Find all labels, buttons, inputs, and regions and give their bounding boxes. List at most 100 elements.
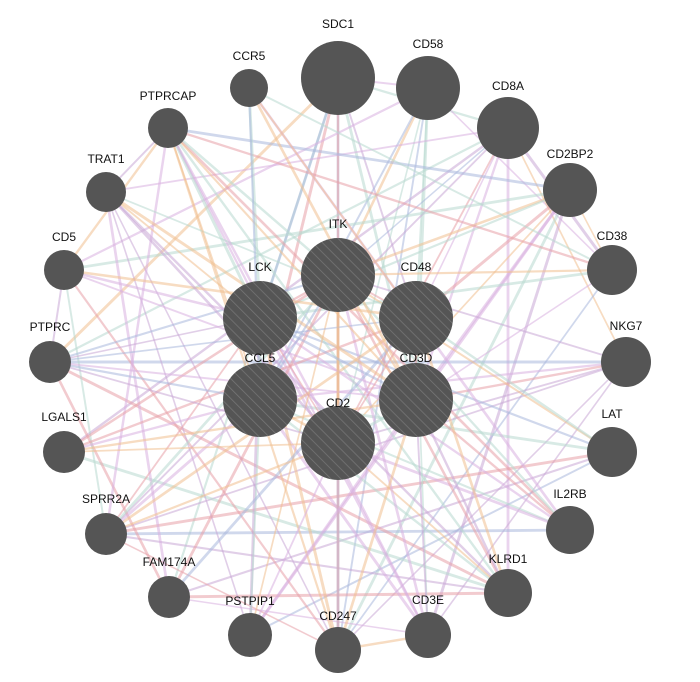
edge: [427, 361, 627, 636]
gene-node: [230, 69, 268, 107]
edge: [167, 127, 261, 401]
edge: [63, 442, 339, 453]
gene-label: CCL5: [245, 351, 276, 365]
gene-node: [301, 41, 375, 115]
edge: [63, 269, 339, 651]
edge: [63, 269, 107, 535]
edge: [105, 532, 509, 595]
gene-node: [546, 506, 594, 554]
edge: [415, 316, 613, 454]
gene-label: TRAT1: [87, 152, 124, 166]
gene-node: [86, 172, 126, 212]
edge: [63, 450, 509, 595]
gene-label: SPRR2A: [82, 492, 130, 506]
edge: [337, 87, 429, 444]
edge: [48, 76, 340, 364]
gene-node: [543, 163, 597, 217]
gene-label: CD2: [326, 396, 350, 410]
gene-node: [44, 250, 84, 290]
gene-node: [587, 245, 637, 295]
edge: [248, 87, 613, 271]
nodes: SDC1 CD58 CD8A CD2BP2 CD38 NKG7 LAT IL2RB KLRD1 C…: [29, 17, 651, 673]
edge: [426, 189, 572, 636]
gene-label: CD58: [413, 37, 444, 51]
gene-label: CD3E: [412, 593, 444, 607]
gene-node: [228, 613, 272, 657]
gene-node: [301, 238, 375, 312]
edge: [48, 361, 171, 598]
edge: [104, 127, 170, 535]
gene-label: LAT: [601, 407, 623, 421]
edge: [105, 441, 339, 536]
gene-label: FAM174A: [143, 555, 196, 569]
edge: [249, 399, 261, 636]
gene-node: [148, 108, 188, 148]
edge: [104, 191, 171, 598]
edge: [167, 127, 417, 401]
gene-label: CD3D: [400, 351, 433, 365]
gene-label: CD2BP2: [547, 147, 594, 161]
gene-label: ITK: [329, 217, 348, 231]
gene-label: LCK: [248, 260, 271, 274]
edge: [167, 127, 571, 531]
edge: [427, 87, 613, 271]
edge: [336, 274, 430, 636]
gene-node: [396, 56, 460, 120]
edge: [337, 189, 571, 444]
gene-label: CD8A: [492, 79, 524, 93]
gene-label: IL2RB: [553, 487, 586, 501]
gene-node: [484, 569, 532, 617]
edge: [337, 361, 627, 651]
edge: [258, 77, 340, 319]
gene-node: [85, 513, 127, 555]
gene-node: [315, 627, 361, 673]
edge: [167, 317, 418, 598]
edge: [414, 317, 510, 594]
gene-label: CD48: [401, 260, 432, 274]
edge: [248, 399, 418, 636]
gene-node: [29, 341, 71, 383]
gene-node: [43, 431, 85, 473]
edge: [105, 191, 339, 444]
edge: [49, 361, 339, 444]
gene-node: [405, 612, 451, 658]
gene-label: SDC1: [322, 17, 354, 31]
edge: [337, 87, 429, 651]
edge: [168, 450, 613, 599]
gene-label: CD38: [597, 229, 628, 243]
edge: [167, 126, 571, 192]
edge: [337, 269, 613, 651]
gene-label: CD247: [319, 609, 357, 623]
edge: [105, 191, 251, 636]
gene-node: [587, 427, 637, 477]
edge: [337, 274, 571, 531]
edge: [63, 87, 429, 271]
edge: [104, 274, 340, 535]
gene-label: PTPRC: [30, 320, 71, 334]
edge: [414, 127, 510, 401]
gene-label: LGALS1: [41, 410, 87, 424]
edge: [167, 126, 613, 272]
edge: [105, 191, 339, 651]
edge: [507, 127, 627, 363]
gene-label: NKG7: [610, 319, 643, 333]
edge: [337, 77, 417, 319]
gene-node: [477, 97, 539, 159]
edge: [249, 451, 613, 636]
gene-label: CCR5: [233, 49, 266, 63]
edge: [105, 127, 509, 193]
gene-node: [379, 363, 453, 437]
gene-label: CD5: [52, 230, 76, 244]
edge: [105, 533, 339, 651]
edge: [105, 317, 261, 535]
gene-label: KLRD1: [489, 552, 528, 566]
gene-node: [223, 281, 297, 355]
gene-node: [301, 406, 375, 480]
edges: [48, 76, 627, 652]
gene-node: [379, 281, 453, 355]
gene-label: PTPRCAP: [140, 89, 197, 103]
edge: [337, 188, 571, 277]
edge: [168, 596, 429, 636]
gene-label: PSTPIP1: [225, 594, 275, 608]
